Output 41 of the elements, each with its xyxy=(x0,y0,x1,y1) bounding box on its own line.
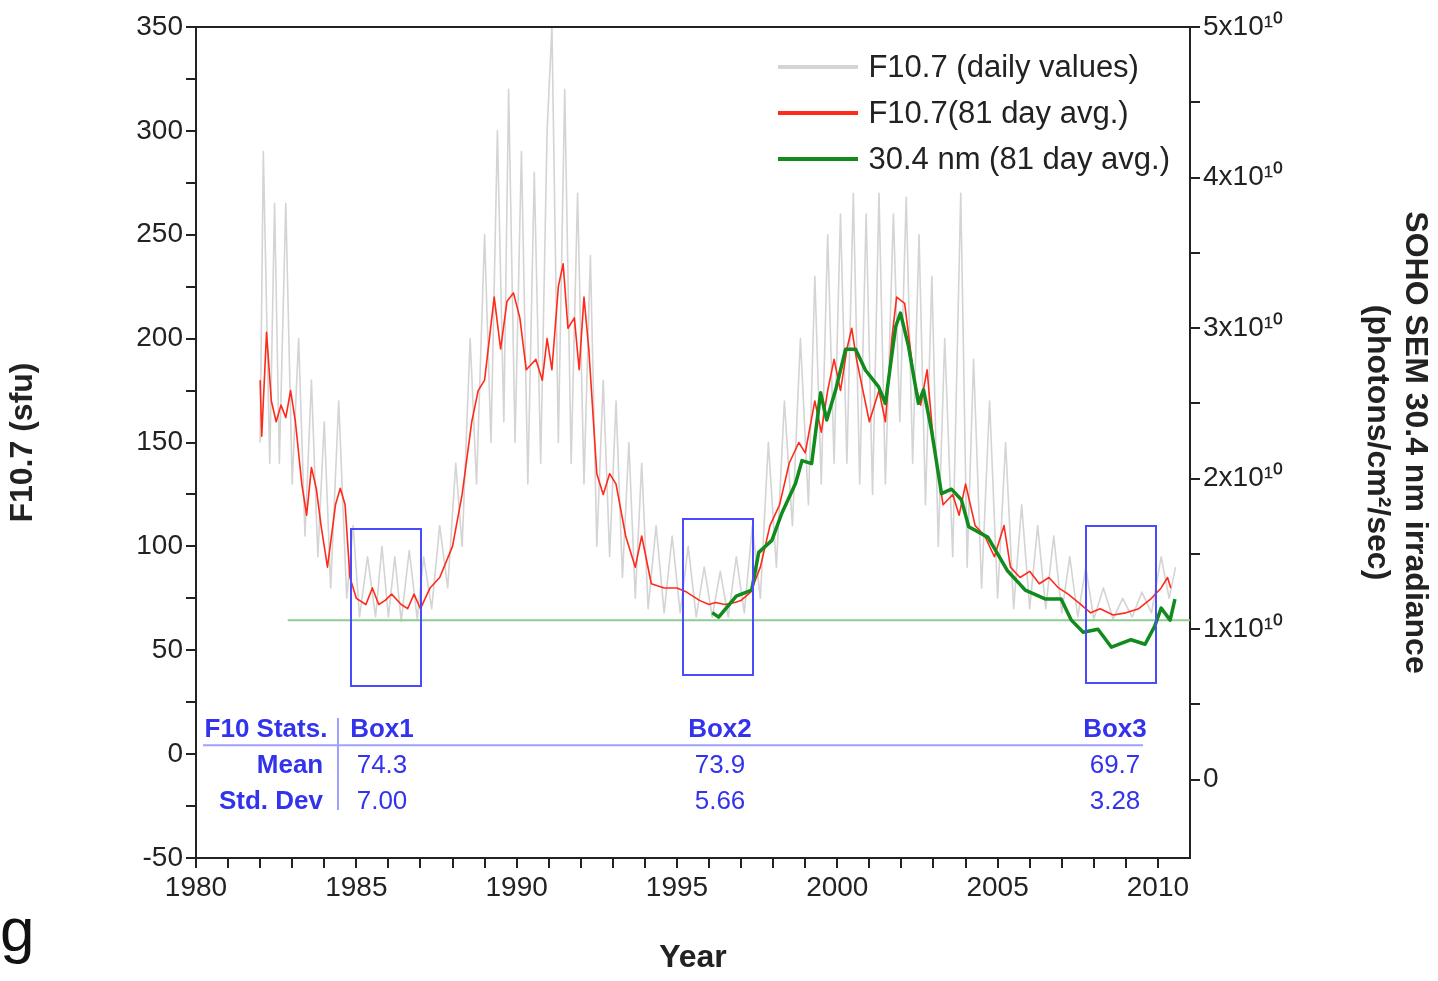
y-tick-label: 300 xyxy=(136,113,183,145)
annotation: Box3 xyxy=(1083,712,1147,744)
y2-tick-label: 3x10¹⁰ xyxy=(1203,310,1284,342)
y-tick-label: 50 xyxy=(151,632,183,664)
y-tick-label: -50 xyxy=(142,840,183,872)
annotation: Box1 xyxy=(350,712,414,744)
x-tick-label: 1980 xyxy=(164,870,228,902)
legend-label: 30.4 nm (81 day avg.) xyxy=(868,141,1170,177)
annotation: F10 Stats. xyxy=(204,712,328,744)
y2-tick-label: 5x10¹⁰ xyxy=(1203,9,1284,41)
y-tick-label: 100 xyxy=(136,529,183,561)
x-tick-label: 1985 xyxy=(325,870,388,902)
annotation: 7.00 xyxy=(356,784,408,816)
annotation: 74.3 xyxy=(356,748,408,780)
x-tick-label: 2010 xyxy=(1126,870,1190,902)
y-tick-label: 0 xyxy=(167,736,183,768)
annotation: Mean xyxy=(256,748,324,780)
legend-label: F10.7(81 day avg.) xyxy=(868,95,1129,131)
y2-axis-title: SOHO SEM 30.4 nm irradiance (photons/cm²/sec) xyxy=(1360,211,1435,674)
y2-tick-label: 0 xyxy=(1203,762,1219,794)
x-axis-title: Year xyxy=(659,937,727,974)
x-tick-label: 1990 xyxy=(485,870,548,902)
x-tick-label: 2005 xyxy=(966,870,1029,902)
y2-tick-label: 1x10¹⁰ xyxy=(1203,611,1284,643)
y-axis-title: F10.7 (sfu) xyxy=(3,362,40,523)
annotation: 73.9 xyxy=(694,748,746,780)
annotation: Std. Dev xyxy=(218,784,324,816)
annotation: Box2 xyxy=(688,712,752,744)
x-tick-label: 1995 xyxy=(645,870,709,902)
annotation: 5.66 xyxy=(694,784,746,816)
text: g xyxy=(0,895,35,965)
y2-tick-label: 4x10¹⁰ xyxy=(1203,160,1284,192)
annotation: 69.7 xyxy=(1089,748,1141,780)
y2-tick-label: 2x10¹⁰ xyxy=(1203,461,1284,493)
annotation: 3.28 xyxy=(1089,784,1141,816)
y-tick-label: 250 xyxy=(136,217,183,249)
x-tick-label: 2000 xyxy=(806,870,869,902)
y-tick-label: 350 xyxy=(136,9,183,41)
legend-label: F10.7 (daily values) xyxy=(868,49,1139,85)
y-tick-label: 200 xyxy=(136,321,183,353)
y-tick-label: 150 xyxy=(136,425,183,457)
